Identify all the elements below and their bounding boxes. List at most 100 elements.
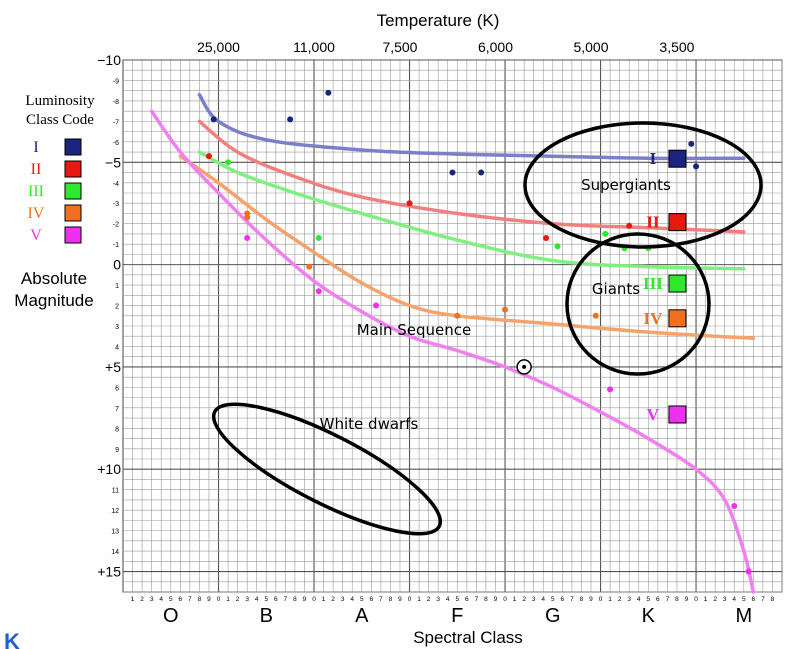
subclass-digit: 0 [312,596,316,603]
legend-swatch-V [64,226,82,244]
subclass-digit: 7 [666,596,670,603]
subclass-digit: 0 [217,596,221,603]
spectral-class-O: O [163,605,179,627]
star-point-class-III [315,235,322,242]
subclass-digit: 4 [159,596,163,603]
subclass-digit: 5 [551,596,555,603]
y-axis-title-line2: Magnitude [14,291,93,310]
marker-swatch-III [668,274,687,293]
spectral-class-M: M [735,605,752,627]
star-point-class-III [554,243,561,250]
legend-swatch-I [64,138,82,156]
subclass-digit: 5 [646,596,650,603]
subclass-digit: 8 [675,596,679,603]
star-point-class-I [287,116,294,123]
star-point-class-V [731,503,738,510]
spectral-class-K: K [642,605,656,627]
subclass-digit: 9 [207,596,211,603]
star-point-class-V [607,386,614,393]
star-point-class-IV [592,312,599,319]
subclass-digit: 7 [379,596,383,603]
curve-class-V [149,109,756,594]
subclass-digit: 6 [656,596,660,603]
magnitude-minor-tick-label: 2 [115,304,119,311]
magnitude-major-tick-label: −5 [105,154,121,170]
subclass-digit: 8 [389,596,393,603]
subclass-digit: 7 [570,596,574,603]
magnitude-minor-tick-label: 11 [112,488,119,495]
star-point-class-III [602,230,609,237]
subclass-digit: 2 [140,596,144,603]
subclass-digit: 9 [685,596,689,603]
curve-class-IV [178,154,756,341]
star-point-class-IV [454,312,461,319]
top-axis-title: Temperature (K) [377,11,500,30]
magnitude-major-tick-label: +5 [105,359,121,375]
luminosity-class-curves [149,93,756,594]
magnitude-minor-tick-label: 8 [115,426,119,433]
magnitude-minor-tick-label: 9 [115,447,119,454]
subclass-digit: 5 [455,596,459,603]
subclass-digit: 8 [580,596,584,603]
star-point-class-I [325,89,332,96]
marker-swatch-I [668,149,687,168]
magnitude-major-tick-label: −10 [97,52,121,68]
magnitude-minor-tick-label: 4 [115,344,119,351]
marker-code-III: III [643,274,663,293]
subclass-digit: 1 [704,596,708,603]
temperature-tick-label: 6,000 [478,39,513,55]
curve-class-II [197,119,746,234]
magnitude-major-tick-label: 0 [113,257,121,273]
marker-code-II: II [646,213,660,232]
region-outlines [211,121,763,536]
legend-swatch-III [64,182,82,200]
subclass-digit: 5 [264,596,268,603]
subclass-digit: 4 [255,596,259,603]
temperature-tick-label: 3,500 [659,39,694,55]
legend-title-line2: Class Code [26,112,94,128]
subclass-digit: 8 [293,596,297,603]
marker-swatch-V [668,405,687,424]
magnitude-minor-tick-label: -6 [113,140,119,147]
subclass-digit: 7 [761,596,765,603]
legend-code-V: V [30,227,42,244]
magnitude-tick-labels: −10−50+5+10+15-9-8-7-6-4-3-2-11234678911… [97,52,121,580]
subclass-digit: 3 [150,596,154,603]
subclass-digit: 3 [436,596,440,603]
star-point-class-V [244,235,251,242]
legend-code-III: III [28,183,44,200]
magnitude-minor-tick-label: -8 [113,99,119,106]
subclass-digit: 1 [226,596,230,603]
subclass-digit: 0 [408,596,412,603]
star-point-class-III [225,159,232,166]
subclass-digit: 2 [522,596,526,603]
subclass-digit: 3 [627,596,631,603]
subclass-digit: 1 [608,596,612,603]
magnitude-minor-tick-label: 1 [115,283,119,290]
star-point-class-V [315,288,322,295]
subclass-digit: 5 [360,596,364,603]
legend-swatch-IV [64,204,82,222]
subclass-digit: 1 [131,596,135,603]
temperature-tick-label: 5,000 [573,39,608,55]
magnitude-minor-tick-label: 13 [111,529,119,536]
magnitude-minor-tick-label: 3 [115,324,119,331]
spectral-class-G: G [545,605,561,627]
legend-code-IV: IV [28,205,45,222]
supergiants-label: Supergiants [581,176,671,194]
subclass-digit: 2 [427,596,431,603]
marker-swatch-II [668,213,687,232]
subclass-digit: 9 [494,596,498,603]
star-point-class-IV [306,263,313,270]
subclass-digit: 9 [398,596,402,603]
subclass-digit: 2 [331,596,335,603]
subclass-digit: 3 [245,596,249,603]
magnitude-minor-tick-label: -3 [113,201,119,208]
magnitude-minor-tick-label: -2 [113,222,119,229]
subclass-digit: 5 [742,596,746,603]
sun-dot [522,364,527,369]
bottom-axis-title: Spectral Class [413,628,523,647]
